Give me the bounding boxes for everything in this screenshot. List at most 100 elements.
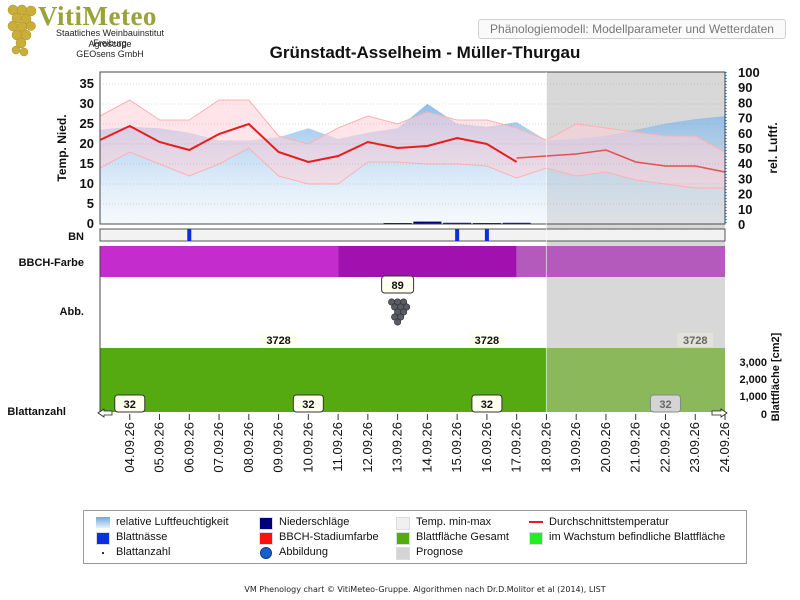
leaf-count-label-box-3 [649,394,681,413]
leaf-count-label-box-0 [114,394,146,413]
leaf-area-label-2: 3728 [683,335,707,347]
bbch-segment-0 [100,246,339,277]
legend-symbol-box [396,547,410,560]
legend-symbol-box [259,517,273,530]
grape-cluster-icon [388,298,411,326]
leaf-area-tick-label: 2,000 [739,374,767,386]
x-tick-label: 07.09.26 [211,422,226,473]
logo-line-geosens: GEOsens GmbH [76,49,144,59]
scroll-left-icon [97,408,113,418]
abbildung-label-box [381,275,415,294]
footer-credit: VM Phenology chart © VitiMeteo-Gruppe. A… [244,585,606,594]
leaf-count-label-0: 32 [124,399,136,411]
leaf-wetness-strip [99,228,726,242]
x-tick-label: 22.09.26 [657,422,672,473]
right-tick-label: 0 [738,217,745,232]
model-parameters-tab[interactable]: Phänologiemodell: Modellparameter und We… [478,19,786,39]
scroll-right-icon [711,408,728,418]
leaf-area-tick-label: 0 [761,409,767,421]
logo-line-institute: Staatliches Weinbauinstitut Freiburg [56,28,164,48]
x-tick-label: 11.09.26 [330,422,345,472]
leaf-count-label-box-2 [471,394,503,413]
right-axis-label: rel. Luftf. [766,122,780,173]
x-tick-label: 16.09.26 [479,422,494,473]
precipitation-bar-1 [413,221,442,224]
blattanzahl-row-label: Blattanzahl [7,406,66,418]
leaf-area-tick-label: 1,000 [739,391,767,403]
x-tick-label: 21.09.26 [628,422,643,473]
right-tick-label: 30 [738,171,752,186]
left-axis-label: Temp. Nied. [55,114,69,181]
logo-name: VitiMeteo [38,1,157,31]
avg-temp-forecast-line [516,149,726,173]
legend-symbol-dot [102,552,104,554]
legend-symbol-box [96,532,110,545]
x-tick-label: 06.09.26 [181,422,196,473]
x-tick-label: 19.09.26 [568,422,583,473]
legend-label: Blattfläche Gesamt [416,531,509,543]
left-tick-label: 25 [80,116,94,131]
x-tick-label: 09.09.26 [271,422,286,473]
leaf-area-band-forecast [546,348,725,412]
grape-logo-icon [7,4,37,57]
leaf-area-label-1: 3728 [475,335,499,347]
x-tick-label: 08.09.26 [241,422,256,473]
abb-row-label: Abb. [60,306,84,318]
leaf-area-label-box-1 [468,333,505,347]
legend-label: Niederschläge [279,516,350,528]
x-tick-label: 14.09.26 [419,422,434,473]
x-tick-label: 12.09.26 [360,422,375,473]
leaf-wetness-mark-0 [187,229,192,241]
x-tick-label: 05.09.26 [152,422,167,473]
x-tick-label: 10.09.26 [300,422,315,473]
legend-label: Blattnässe [116,531,168,543]
abbildung-label: 89 [391,280,403,292]
bbch-segment-2 [516,246,725,277]
right-tick-label: 100 [738,65,760,80]
legend-symbol-box [396,532,410,545]
left-tick-label: 35 [80,76,94,91]
right-tick-label: 40 [738,156,752,171]
temp-max-line [99,99,726,153]
legend-symbol-box [259,532,273,545]
x-tick-label: 18.09.26 [538,422,553,473]
leaf-area-label-box-0 [260,333,297,347]
x-tick-label: 17.09.26 [509,422,524,473]
leaf-area-label-0: 3728 [266,335,290,347]
left-tick-label: 0 [87,216,94,231]
leaf-count-label-3: 32 [659,399,671,411]
left-tick-label: 5 [87,196,94,211]
leaf-count-label-1: 32 [302,399,314,411]
right-tick-label: 60 [738,126,752,141]
right-tick-label: 70 [738,111,752,126]
legend-symbol-box [529,532,543,545]
legend-label: Blattanzahl [116,546,171,558]
right-tick-label: 90 [738,80,752,95]
chart-title: Grünstadt-Asselheim - Müller-Thurgau [269,43,581,62]
left-tick-label: 20 [80,136,94,151]
left-tick-label: 15 [80,156,94,171]
x-tick-label: 04.09.26 [122,422,137,473]
leaf-count-label-box-1 [292,394,324,413]
legend-label: relative Luftfeuchtigkeit [116,516,229,528]
legend-symbol-gradient [96,517,110,528]
x-tick-label: 20.09.26 [598,422,613,473]
leaf-area-axis-label: Blattfläche [cm2] [770,332,782,421]
bbch-row-label: BBCH-Farbe [19,257,84,269]
temp-min-line [99,147,725,189]
legend-label: BBCH-Stadiumfarbe [279,531,379,543]
right-tick-label: 20 [738,187,752,202]
x-tick-label: 13.09.26 [390,422,405,473]
legend-symbol-circle [260,547,272,559]
leaf-area-label-box-2 [677,333,714,347]
legend-label: im Wachstum befindliche Blattfläche [549,531,726,543]
precipitation-bar-4 [502,222,531,224]
right-tick-label: 50 [738,141,752,156]
legend-label: Prognose [416,546,464,558]
leaf-area-tick-label: 3,000 [739,357,767,369]
chart-legend: relative Luftfeuchtigkeit Niederschläge Te… [83,510,747,564]
legend-symbol-line [529,521,543,523]
x-tick-label: 23.09.26 [687,422,702,473]
left-tick-label: 10 [80,176,94,191]
